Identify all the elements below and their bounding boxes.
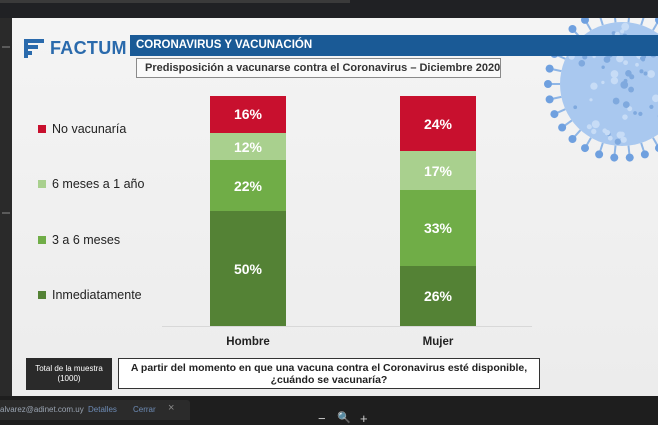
close-link[interactable]: Cerrar [133, 405, 156, 414]
bar-hombre: 50% 22% 12% 16% [210, 96, 286, 326]
viewer-tab-strip [0, 0, 350, 3]
zoom-in-icon[interactable]: + [360, 412, 368, 425]
notice-email: alvarez@adinet.com.uy [0, 405, 84, 414]
details-link[interactable]: Detalles [88, 405, 117, 414]
magnifier-icon[interactable]: 🔍 [337, 412, 351, 425]
chart-title: Predisposición a vacunarse contra el Cor… [136, 58, 501, 78]
data-label: 50% [234, 261, 262, 277]
data-label: 17% [424, 163, 452, 179]
bar-mujer: 26% 33% 17% 24% [400, 96, 476, 326]
legend-label: 6 meses a 1 año [52, 177, 144, 191]
bar-segment: 26% [400, 266, 476, 326]
bar-segment: 17% [400, 151, 476, 190]
bar-segment: 50% [210, 211, 286, 326]
sample-label: Total de la muestra [26, 364, 112, 374]
survey-question: A partir del momento en que una vacuna c… [118, 358, 540, 389]
chart-baseline [162, 326, 532, 327]
brand-name: FACTUM [50, 38, 127, 59]
data-label: 26% [424, 288, 452, 304]
data-label: 12% [234, 139, 262, 155]
bar-segment: 12% [210, 133, 286, 161]
factum-logo-icon [24, 38, 44, 58]
legend-item: Inmediatamente [38, 288, 142, 302]
legend-item: No vacunaría [38, 122, 126, 136]
zoom-out-icon[interactable]: − [318, 412, 326, 425]
dismiss-icon[interactable]: × [168, 402, 174, 414]
legend-item: 3 a 6 meses [38, 233, 120, 247]
slide-title: CORONAVIRUS Y VACUNACIÓN [130, 35, 658, 56]
legend-label: No vacunaría [52, 122, 126, 136]
category-label: Hombre [210, 336, 286, 348]
legend-swatch [38, 180, 46, 188]
legend-swatch [38, 236, 46, 244]
sample-size-box: Total de la muestra (1000) [26, 358, 112, 390]
screenshot: FACTUM CORONAVIRUS Y VACUNACIÓN Predispo… [0, 0, 658, 425]
presentation-slide: FACTUM CORONAVIRUS Y VACUNACIÓN Predispo… [12, 18, 658, 396]
legend-swatch [38, 291, 46, 299]
data-label: 16% [234, 106, 262, 122]
legend-label: Inmediatamente [52, 288, 142, 302]
sample-count: (1000) [26, 374, 112, 384]
data-label: 33% [424, 220, 452, 236]
left-panel-edge [0, 18, 12, 396]
data-label: 22% [234, 178, 262, 194]
legend-swatch [38, 125, 46, 133]
bar-segment: 24% [400, 96, 476, 151]
bar-segment: 33% [400, 190, 476, 266]
bar-segment: 16% [210, 96, 286, 133]
category-label: Mujer [400, 336, 476, 348]
factum-logo: FACTUM [24, 38, 127, 58]
panel-handle[interactable] [2, 46, 10, 48]
data-label: 24% [424, 116, 452, 132]
bar-segment: 22% [210, 160, 286, 211]
viewer-top-bar [0, 0, 658, 18]
panel-handle[interactable] [2, 212, 10, 214]
legend-label: 3 a 6 meses [52, 233, 120, 247]
legend-item: 6 meses a 1 año [38, 177, 144, 191]
